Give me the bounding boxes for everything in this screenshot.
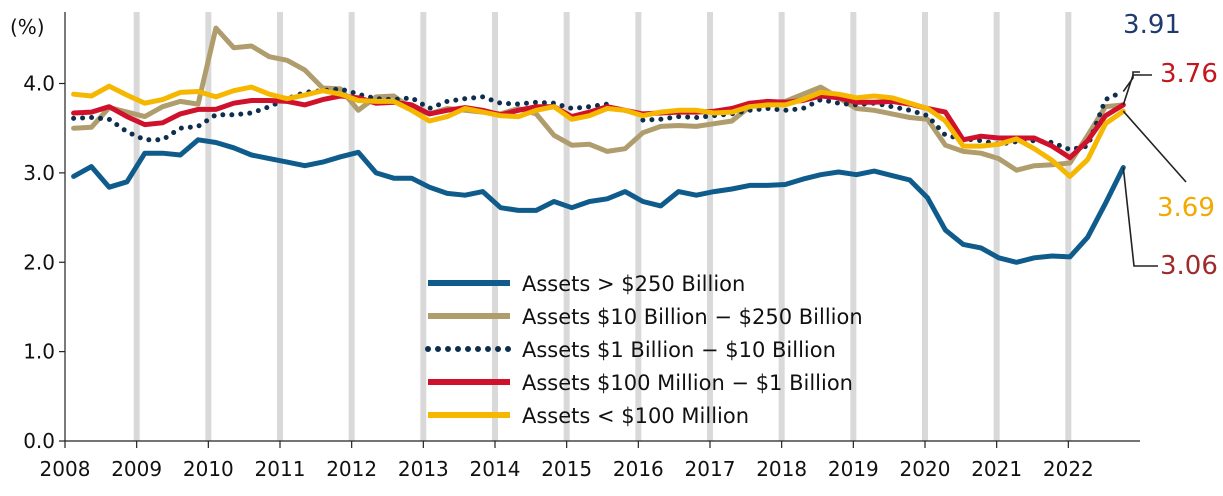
series-line-1 [71,25,1126,173]
legend-label-3: Assets $100 Million − $1 Billion [522,371,853,395]
x-tick-label: 2009 [111,457,162,481]
y-tick-label: 4.0 [23,72,55,96]
x-tick-labels: 2008 2009 2010 2011 2012 2013 2014 2015 2016 2017… [40,441,1094,481]
x-tick-label: 2015 [541,457,592,481]
series-line-0 [71,137,1126,265]
x-tick-label: 2008 [40,457,91,481]
x-tick-label: 2022 [1043,457,1094,481]
x-tick-label: 2014 [470,457,521,481]
end-label-2: 3.91 [1123,10,1181,40]
y-tick-label: 2.0 [23,250,55,274]
end-label-3: 3.76 [1160,59,1218,89]
series-lines [71,25,1126,265]
end-label-0: 3.06 [1160,251,1218,281]
x-tick-label: 2013 [398,457,449,481]
y-tick-labels: 0.0 1.0 2.0 3.0 4.0 [23,72,65,453]
year-separator-bands [133,12,1072,441]
series-line-4 [71,83,1126,179]
x-tick-label: 2010 [183,457,234,481]
legend-label-4: Assets < $100 Million [522,404,749,428]
x-tick-label: 2021 [971,457,1022,481]
legend-label-2: Assets $1 Billion − $10 Billion [522,338,836,362]
x-tick-label: 2019 [828,457,879,481]
x-tick-label: 2017 [685,457,736,481]
y-unit-label: (%) [10,15,45,39]
end-label-leader-4 [1122,110,1187,183]
series-line-3 [71,93,1126,161]
x-tick-label: 2012 [326,457,377,481]
end-label-leader-0 [1122,167,1158,267]
y-tick-label: 0.0 [23,429,55,453]
x-tick-label: 2020 [900,457,951,481]
y-tick-label: 1.0 [23,340,55,364]
legend: Assets > $250 Billion Assets $10 Billion … [425,272,863,428]
end-label-4: 3.69 [1157,193,1215,223]
end-label-leader-3 [1122,74,1152,106]
x-tick-label: 2018 [756,457,807,481]
y-tick-label: 3.0 [23,161,55,185]
x-tick-label: 2011 [255,457,306,481]
x-tick-label: 2016 [613,457,664,481]
end-labels: 3.06 3.91 3.76 3.69 [1122,10,1218,281]
legend-label-1: Assets $10 Billion − $250 Billion [522,305,863,329]
legend-label-0: Assets > $250 Billion [522,272,745,296]
